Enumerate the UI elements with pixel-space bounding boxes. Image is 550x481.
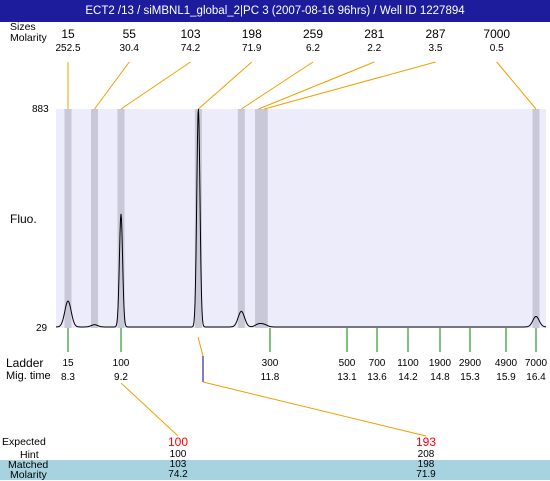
peak-connector — [120, 61, 191, 110]
sizes-header: Sizes Molarity — [10, 22, 47, 44]
expected-connector — [197, 336, 204, 357]
ladder-size-label: 4900 — [495, 358, 518, 369]
ladder-migtime-label: 13.1 — [337, 372, 357, 383]
ladder-migtime-label: 15.3 — [460, 372, 480, 383]
ladder-size-label: 100 — [113, 358, 130, 369]
peak-molarity-label: 2.2 — [367, 43, 381, 54]
peak-band — [532, 109, 540, 328]
peak-band — [237, 109, 245, 328]
ladder-size-label: 500 — [339, 358, 356, 369]
ladder-migtime-label: 14.2 — [398, 372, 418, 383]
peak-connector — [198, 61, 253, 110]
peak-band — [255, 109, 263, 328]
y-axis-label: Fluo. — [10, 212, 37, 226]
hint-row — [0, 450, 550, 460]
hint-value-1: 100 — [169, 449, 187, 460]
peak-band — [91, 109, 98, 328]
peak-size-label: 259 — [303, 27, 323, 41]
fluorescence-trace — [55, 108, 547, 328]
ladder-migtime-label: 16.4 — [526, 372, 546, 383]
ladder-migtime-label: 8.3 — [61, 372, 75, 383]
molarity-value-2: 71.9 — [416, 469, 436, 480]
peak-molarity-label: 30.4 — [120, 43, 140, 54]
peak-molarity-label: 74.2 — [181, 43, 201, 54]
peak-molarity-label: 0.5 — [490, 43, 504, 54]
ladder-size-label: 7000 — [525, 358, 548, 369]
plot-area — [56, 109, 546, 328]
peak-molarity-label: 3.5 — [429, 43, 443, 54]
ladder-size-label: 2900 — [459, 358, 482, 369]
peak-band — [194, 109, 202, 328]
matched-value-2: 198 — [417, 459, 435, 470]
ladder-migtime-label: 13.6 — [367, 372, 387, 383]
ladder-migtime-label: 11.8 — [261, 372, 280, 383]
ladder-migtime-label: 9.2 — [114, 372, 128, 383]
peak-size-label: 287 — [425, 27, 445, 41]
ladder-migtime-label: 14.8 — [430, 372, 450, 383]
peak-connector — [94, 61, 130, 110]
peak-connector — [264, 61, 436, 110]
peak-molarity-label: 6.2 — [306, 43, 320, 54]
matched-row — [0, 460, 550, 470]
peak-band — [260, 109, 268, 328]
peak-connector — [496, 61, 537, 110]
molarity-value-1: 74.2 — [168, 469, 188, 480]
ladder-size-label: 1900 — [429, 358, 452, 369]
peak-band — [64, 109, 72, 328]
ladder-label: Ladder — [6, 356, 44, 370]
expected-value-2: 193 — [415, 435, 437, 449]
ladder-migtime-label: 15.9 — [496, 372, 516, 383]
y-min-label: 29 — [36, 323, 48, 334]
expected-connector — [202, 381, 427, 437]
ladder-size-label: 15 — [62, 358, 74, 369]
molarity-label: Molarity — [10, 32, 47, 44]
expected-value-1: 100 — [168, 435, 189, 449]
hint-value-2: 208 — [417, 449, 435, 460]
hint-label: Hint — [20, 449, 39, 461]
peak-connector — [241, 61, 314, 110]
matched-value-1: 103 — [169, 459, 187, 470]
ladder-size-label: 1100 — [397, 358, 419, 369]
matched-label: Matched — [8, 459, 49, 471]
y-max-label: 883 — [32, 104, 49, 115]
peak-size-label: 198 — [242, 27, 262, 41]
molarity-row — [0, 470, 550, 480]
peak-size-label: 55 — [123, 27, 137, 41]
window-title: ECT2 /13 / siMBNL1_global_2|PC 3 (2007-0… — [0, 0, 550, 22]
peak-connector — [258, 61, 375, 110]
sizes-label: Sizes — [10, 21, 36, 33]
peak-molarity-label: 252.5 — [55, 43, 80, 54]
expected-label: Expected — [2, 436, 46, 448]
peak-size-label: 103 — [180, 27, 200, 41]
expected-molarity-label: Molarity — [10, 469, 47, 481]
peak-molarity-label: 71.9 — [242, 43, 262, 54]
mig-time-label: Mig. time — [6, 370, 51, 382]
ladder-size-label: 700 — [369, 358, 386, 369]
peak-size-label: 281 — [364, 27, 384, 41]
peak-size-label: 15 — [61, 27, 75, 41]
expected-connector — [120, 382, 179, 437]
peak-size-label: 7000 — [483, 27, 510, 41]
ladder-size-label: 300 — [262, 358, 279, 369]
